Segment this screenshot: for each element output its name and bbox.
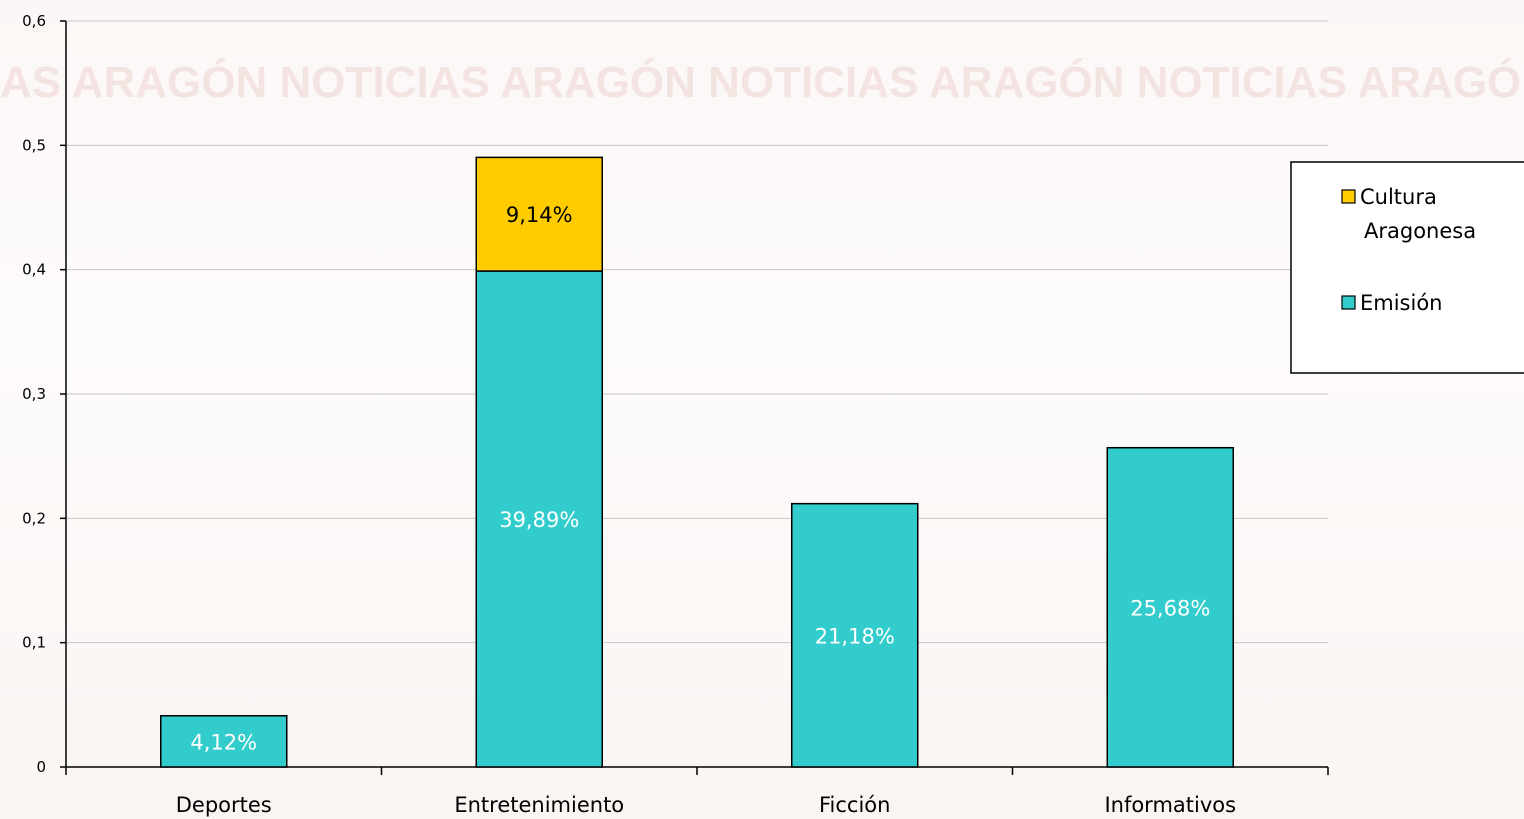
- legend-swatch: [1341, 295, 1356, 310]
- x-category-label: Entretenimiento: [454, 793, 624, 817]
- legend-swatch: [1341, 189, 1356, 204]
- data-label: 4,12%: [190, 730, 257, 754]
- data-label: 21,18%: [815, 624, 895, 648]
- data-labels: 4,12% 39,89% 9,14% 21,18% 25,68%: [190, 203, 1210, 754]
- bar-emision: [1106, 446, 1234, 768]
- legend-box: [1290, 161, 1524, 374]
- data-label: 39,89%: [499, 508, 579, 532]
- bar-cultura-aragonesa: [475, 156, 603, 272]
- axes: 0 0,1 0,2 0,3 0,4 0,5 0,6 Deportes Entretenimien…: [22, 12, 1329, 817]
- y-tick-label: 0,4: [22, 261, 46, 279]
- y-tick-label: 0,1: [22, 634, 46, 652]
- data-label: 9,14%: [506, 203, 573, 227]
- legend-label: Cultura: [1360, 185, 1437, 209]
- legend-label: Aragonesa: [1364, 219, 1476, 243]
- x-category-label: Informativos: [1104, 793, 1236, 817]
- y-tick-label: 0: [36, 758, 46, 776]
- y-tick-label: 0,3: [22, 385, 46, 403]
- bar-emision: [475, 270, 603, 768]
- y-tick-label: 0,5: [22, 136, 46, 154]
- bars: [160, 156, 1234, 768]
- y-tick-label: 0,6: [22, 12, 46, 30]
- legend-label: Emisión: [1360, 291, 1443, 315]
- legend: Cultura Aragonesa Emisión: [1290, 161, 1524, 374]
- x-category-label: Ficción: [819, 793, 890, 817]
- x-category-label: Deportes: [176, 793, 272, 817]
- y-tick-label: 0,2: [22, 509, 46, 527]
- data-label: 25,68%: [1130, 596, 1210, 620]
- grid-lines: [66, 20, 1328, 644]
- bar-emision: [791, 502, 919, 768]
- background-watermark: AS ARAGÓN NOTICIAS ARAGÓN NOTICIAS ARAGÓ…: [0, 58, 1524, 107]
- bar-emision: [160, 715, 288, 768]
